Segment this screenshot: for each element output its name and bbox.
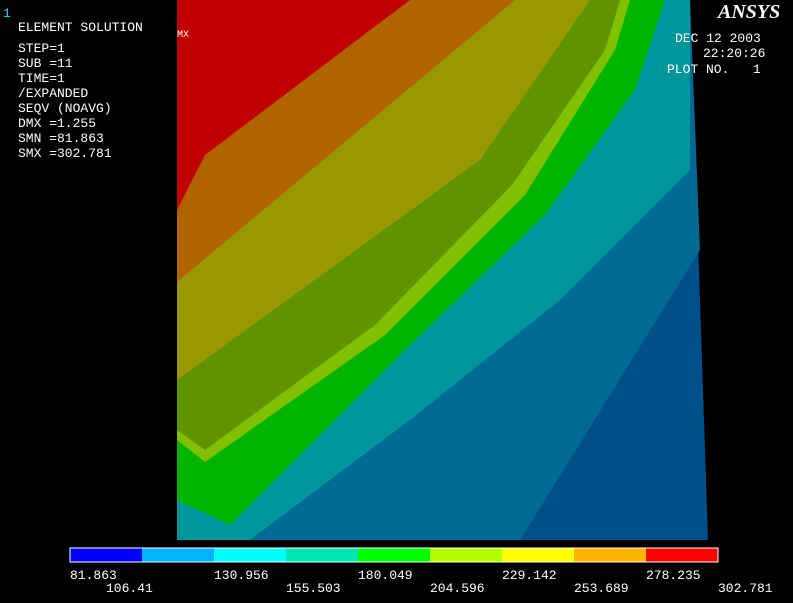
legend-label: 81.863	[70, 568, 117, 583]
plot-title: ELEMENT SOLUTION	[18, 20, 143, 35]
date: DEC 12 2003	[675, 31, 761, 46]
legend-label: 130.956	[214, 568, 269, 583]
legend-swatch	[142, 548, 214, 562]
window-number: 1	[3, 6, 11, 21]
legend-label: 106.41	[106, 581, 153, 596]
legend-label: 204.596	[430, 581, 485, 596]
plot-number: PLOT NO. 1	[667, 62, 761, 77]
header-line: TIME=1	[18, 71, 65, 86]
contour-band	[177, 0, 410, 210]
legend-label: 180.049	[358, 568, 413, 583]
header-line: /EXPANDED	[18, 86, 88, 101]
legend-swatch	[502, 548, 574, 562]
legend-frame	[69, 547, 719, 563]
legend-swatch	[70, 548, 142, 562]
time: 22:20:26	[703, 46, 765, 61]
legend-label: 155.503	[286, 581, 341, 596]
header-line: STEP=1	[18, 41, 65, 56]
legend-label: 229.142	[502, 568, 557, 583]
legend-swatch	[214, 548, 286, 562]
legend-swatch	[286, 548, 358, 562]
contour-plot	[177, 0, 708, 540]
header-line: SMN =81.863	[18, 131, 104, 146]
legend-label: 302.781	[718, 581, 773, 596]
legend-swatch	[646, 548, 718, 562]
legend-label: 278.235	[646, 568, 701, 583]
legend-swatch	[358, 548, 430, 562]
header-line: SEQV (NOAVG)	[18, 101, 112, 116]
header-line: SUB =11	[18, 56, 73, 71]
header-line: SMX =302.781	[18, 146, 112, 161]
legend-swatch	[574, 548, 646, 562]
header-line: DMX =1.255	[18, 116, 96, 131]
legend-label: 253.689	[574, 581, 629, 596]
legend-swatch	[430, 548, 502, 562]
max-marker: MX	[177, 30, 189, 41]
logo: ANSYS	[716, 1, 780, 23]
